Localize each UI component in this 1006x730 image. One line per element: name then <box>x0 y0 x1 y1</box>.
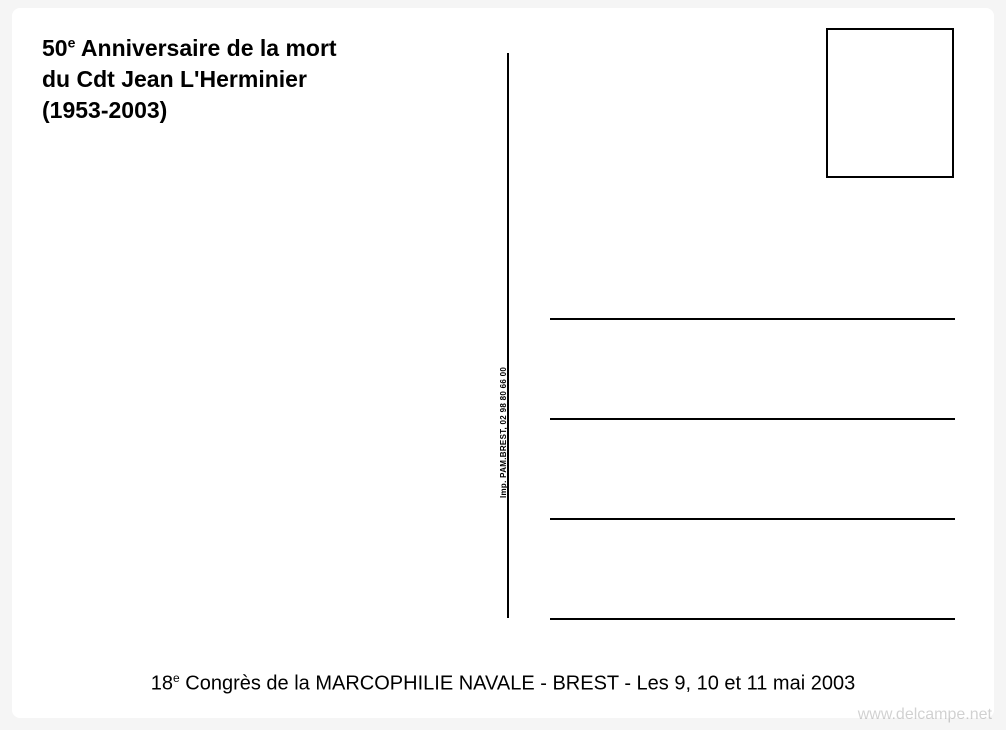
footer-text: 18e Congrès de la MARCOPHILIE NAVALE - B… <box>12 671 994 696</box>
title-line-3: (1953-2003) <box>42 95 337 126</box>
postcard-back: 50e Anniversaire de la mort du Cdt Jean … <box>12 8 994 718</box>
address-line-4 <box>550 618 955 620</box>
center-divider-line <box>507 53 509 618</box>
stamp-placeholder-box <box>826 28 954 178</box>
footer-post: Congrès de la MARCOPHILIE NAVALE - BREST… <box>180 673 856 695</box>
printer-credit: Imp. PAM.BREST, 02 98 80 66 00 <box>499 367 508 498</box>
watermark-text: www.delcampe.net <box>858 706 992 724</box>
title-pre: 50 <box>42 35 68 61</box>
address-line-2 <box>550 418 955 420</box>
title-block: 50e Anniversaire de la mort du Cdt Jean … <box>42 33 337 126</box>
footer-pre: 18 <box>151 673 173 695</box>
address-line-1 <box>550 318 955 320</box>
footer-sup: e <box>173 671 180 685</box>
address-line-3 <box>550 518 955 520</box>
title-post: Anniversaire de la mort <box>75 35 336 61</box>
title-line-1: 50e Anniversaire de la mort <box>42 33 337 64</box>
title-line-2: du Cdt Jean L'Herminier <box>42 64 337 95</box>
